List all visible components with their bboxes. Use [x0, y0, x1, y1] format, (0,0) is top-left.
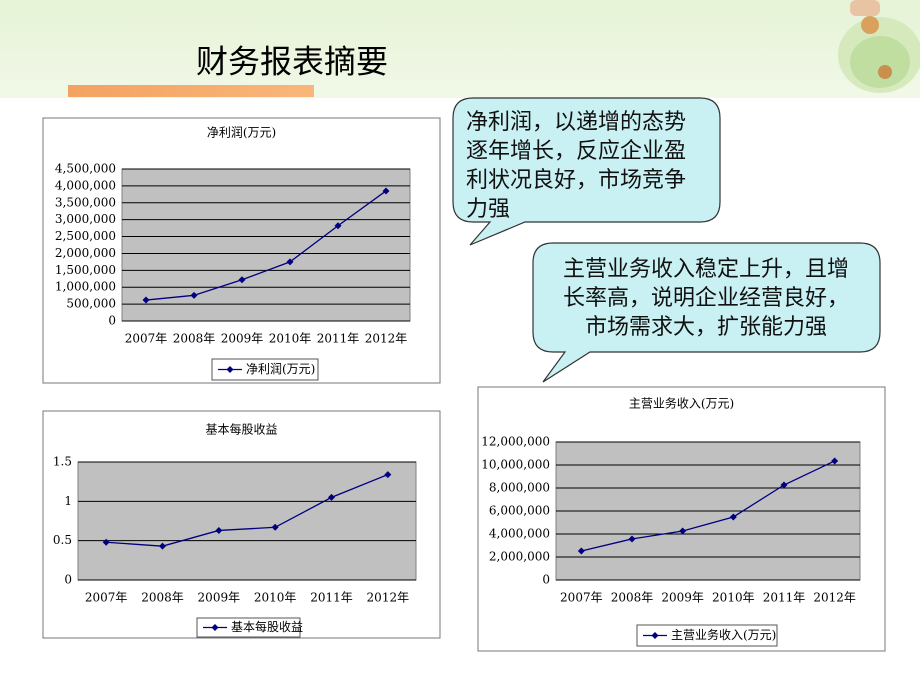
x-tick-label: 2008年	[611, 591, 654, 605]
data-point	[729, 513, 737, 521]
data-point	[142, 296, 150, 304]
plot-area	[77, 461, 417, 581]
title-underline	[68, 85, 314, 97]
y-tick-label: 2,500,000	[55, 229, 116, 243]
y-tick-label: 1,500,000	[55, 263, 116, 277]
y-tick-label: 0	[108, 314, 116, 328]
x-tick-label: 2009年	[221, 332, 264, 346]
callout-text: 净利润，以递增的态势逐年增长，反应企业盈利状况良好，市场竞争力强	[466, 110, 687, 222]
chart-title: 净利润(万元)	[207, 126, 276, 140]
legend-label: 基本每股收益	[231, 619, 303, 634]
y-tick-label: 1	[64, 494, 72, 508]
data-point	[679, 527, 687, 535]
legend-swatch	[226, 366, 234, 373]
y-tick-label: 4,000,000	[55, 178, 116, 192]
x-tick-label: 2009年	[661, 591, 704, 605]
y-tick-label: 0	[542, 573, 550, 587]
y-tick-label: 1.5	[53, 455, 72, 469]
x-tick-label: 2011年	[310, 591, 353, 605]
x-tick-label: 2010年	[712, 591, 755, 605]
x-tick-label: 2012年	[367, 591, 410, 605]
y-tick-label: 10,000,000	[481, 458, 550, 472]
header-band	[0, 0, 920, 98]
legend-swatch	[211, 624, 219, 631]
y-tick-label: 0.5	[53, 533, 72, 547]
data-point	[159, 542, 166, 550]
data-point	[286, 258, 294, 266]
legend-box	[196, 617, 301, 638]
y-tick-label: 3,000,000	[55, 212, 116, 226]
data-line	[145, 190, 387, 301]
x-tick-label: 2008年	[141, 591, 184, 605]
page-title: 财务报表摘要	[196, 43, 388, 81]
legend-label: 主营业务收入(万元)	[671, 627, 776, 642]
callout-text: 主营业务收入稳定上升，且增长率高，说明企业经营良好，市场需求大，扩张能力强	[562, 257, 849, 340]
data-point	[102, 538, 110, 546]
callout-bubble	[532, 242, 881, 383]
y-tick-label: 2,000,000	[489, 550, 550, 564]
x-tick-label: 2007年	[560, 591, 603, 605]
y-tick-label: 4,000,000	[489, 527, 550, 541]
legend-box	[636, 624, 778, 647]
header-decoration	[838, 0, 920, 93]
x-tick-label: 2007年	[125, 332, 168, 346]
y-tick-label: 6,000,000	[489, 504, 550, 518]
data-point	[382, 187, 390, 195]
legend-swatch	[651, 632, 659, 639]
x-tick-label: 2010年	[254, 591, 297, 605]
data-point	[628, 535, 636, 543]
x-tick-label: 2008年	[173, 332, 216, 346]
legend-box	[211, 358, 319, 381]
x-tick-label: 2011年	[317, 332, 360, 346]
data-line	[106, 473, 389, 547]
callout-bubble	[452, 97, 721, 246]
data-line	[581, 460, 835, 552]
data-point	[328, 493, 335, 501]
data-point	[334, 222, 342, 230]
x-tick-label: 2012年	[813, 591, 856, 605]
y-tick-label: 500,000	[66, 297, 116, 311]
x-tick-label: 2007年	[85, 591, 128, 605]
chart-title: 主营业务收入(万元)	[629, 396, 734, 411]
data-point	[190, 291, 198, 299]
data-point	[384, 471, 392, 479]
data-point	[577, 547, 585, 555]
data-point	[271, 523, 279, 531]
y-tick-label: 0	[64, 573, 72, 587]
x-tick-label: 2010年	[269, 332, 312, 346]
y-tick-label: 3,500,000	[55, 195, 116, 209]
data-point	[238, 276, 246, 284]
y-tick-label: 2,000,000	[55, 246, 116, 260]
y-tick-label: 1,000,000	[55, 280, 116, 294]
data-point	[780, 481, 788, 489]
x-tick-label: 2011年	[763, 591, 806, 605]
y-tick-label: 12,000,000	[481, 435, 550, 449]
legend-label: 净利润(万元)	[246, 362, 315, 376]
data-point	[215, 526, 223, 534]
chart-title: 基本每股收益	[205, 422, 277, 437]
y-tick-label: 4,500,000	[55, 162, 116, 176]
x-tick-label: 2009年	[198, 591, 241, 605]
x-tick-label: 2012年	[365, 332, 408, 346]
data-point	[831, 457, 839, 465]
y-tick-label: 8,000,000	[489, 481, 550, 495]
